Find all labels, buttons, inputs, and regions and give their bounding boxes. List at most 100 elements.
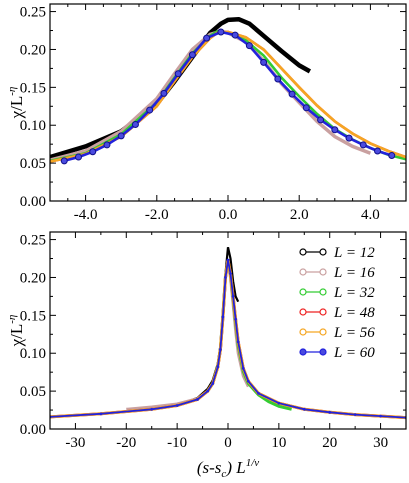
- x-tick-label: -2.0: [145, 207, 169, 223]
- legend-marker: [299, 268, 307, 276]
- y-tick-label: 0.20: [20, 42, 46, 58]
- x-tick-label: 0: [224, 435, 232, 451]
- data-point: [302, 104, 310, 112]
- y-tick-label: 0.05: [20, 384, 46, 400]
- data-point: [211, 382, 215, 385]
- data-point: [74, 153, 82, 161]
- legend-marker: [319, 348, 327, 356]
- data-point: [206, 389, 210, 393]
- legend-marker: [319, 268, 327, 276]
- y-tick-label: 0.10: [20, 118, 46, 134]
- panel-bottom: -30 -20 -10 0 10 20 30 0.00 0.05 0.10 0.15 0.20 0.25…: [6, 231, 407, 480]
- x-tick-label: -20: [116, 435, 136, 451]
- legend-marker: [299, 348, 307, 356]
- data-point: [60, 157, 68, 165]
- data-point: [302, 407, 306, 411]
- legend-marker: [319, 248, 327, 256]
- data-point: [274, 75, 282, 83]
- x-tick-label: 20: [322, 435, 337, 451]
- data-point: [131, 120, 139, 128]
- series-l60: [50, 258, 406, 420]
- data-point: [218, 348, 222, 351]
- x-axis-label-exp: 1/ν: [246, 457, 260, 469]
- x-tick-label: -30: [65, 435, 85, 451]
- data-point: [221, 315, 225, 319]
- series-l12: [50, 16, 312, 160]
- legend-entry: L = 60: [299, 345, 375, 361]
- data-point: [217, 28, 225, 36]
- y-tick-label: 0.25: [20, 233, 46, 249]
- data-point: [277, 401, 281, 405]
- data-point: [379, 414, 382, 418]
- y-axis-label-base: χ/L: [7, 324, 26, 348]
- legend-entry: L = 12: [299, 245, 375, 261]
- x-axis-label-part: ) L: [225, 458, 245, 477]
- legend-marker: [299, 328, 307, 336]
- data-point: [241, 366, 245, 370]
- legend-marker: [319, 328, 327, 336]
- plot-area: [50, 246, 406, 420]
- y-tick-label: 0.15: [20, 308, 46, 324]
- y-tick-label: 0.15: [20, 80, 46, 96]
- legend-marker: [299, 248, 307, 256]
- series-line: [126, 262, 250, 411]
- legend-marker: [319, 308, 327, 316]
- y-axis-label: χ/L-η: [6, 315, 26, 348]
- y-tick-label: 0.05: [20, 156, 46, 172]
- legend-label: L = 32: [333, 285, 375, 301]
- legend-marker: [319, 288, 327, 296]
- data-point: [188, 51, 196, 59]
- data-point: [231, 31, 239, 39]
- legend-marker: [299, 308, 307, 316]
- x-tick-label: 2.0: [290, 207, 309, 223]
- data-point: [236, 340, 240, 344]
- data-point: [317, 116, 325, 124]
- y-axis-label-exp: -η: [6, 87, 18, 96]
- data-point: [260, 58, 268, 66]
- data-point: [328, 410, 332, 414]
- legend-label: L = 12: [333, 245, 375, 261]
- data-point: [117, 132, 125, 140]
- data-point: [288, 90, 296, 98]
- x-tick-label: 4.0: [361, 207, 380, 223]
- data-point: [331, 126, 339, 134]
- legend-entry: L = 56: [299, 325, 375, 341]
- y-axis-label-base: χ/L: [7, 96, 26, 120]
- data-point: [359, 141, 367, 149]
- panel-top: -4.0 -2.0 0.0 2.0 4.0 0.00 0.05 0.10 0.15 0.20 0.2…: [6, 3, 407, 223]
- data-point: [146, 106, 154, 114]
- legend-label: L = 16: [333, 265, 375, 281]
- series-l16: [126, 262, 250, 411]
- data-point: [196, 398, 199, 401]
- legend-entry: L = 16: [299, 265, 375, 281]
- data-point: [89, 148, 97, 156]
- data-point: [246, 379, 250, 383]
- x-tick-label: 0.0: [219, 207, 238, 223]
- y-axis-label: χ/L-η: [6, 87, 26, 120]
- data-point: [160, 89, 168, 97]
- y-tick-label: 0.20: [20, 270, 46, 286]
- legend-label: L = 60: [333, 345, 375, 361]
- series-line: [50, 30, 406, 163]
- legend-label: L = 56: [333, 325, 375, 341]
- data-point: [103, 141, 111, 149]
- series-l60: [60, 28, 396, 165]
- data-point: [99, 412, 103, 416]
- data-point: [345, 134, 353, 142]
- y-tick-label: 0.25: [20, 5, 46, 21]
- plot-area: [50, 16, 406, 165]
- data-point: [175, 404, 179, 407]
- legend-label: L = 48: [333, 305, 375, 321]
- x-tick-label: 30: [373, 435, 388, 451]
- x-axis-label-sub: c: [221, 468, 226, 480]
- data-point: [224, 276, 227, 279]
- x-axis-label-part: (s-s: [197, 458, 222, 477]
- series-l56: [50, 30, 406, 163]
- data-point: [216, 365, 220, 369]
- data-point: [229, 272, 232, 276]
- legend-entry: L = 32: [299, 285, 375, 301]
- x-tick-label: -4.0: [74, 207, 98, 223]
- data-point: [231, 295, 235, 298]
- data-point: [203, 34, 211, 42]
